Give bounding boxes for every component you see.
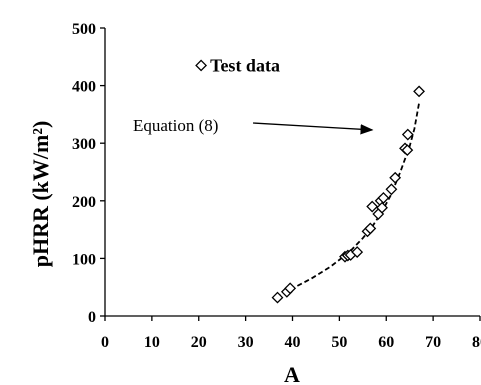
x-tick-label: 10 [144,334,160,351]
x-tick-label: 50 [331,334,347,351]
equation-annotation: Equation (8) [133,116,218,135]
data-point [284,282,297,295]
data-point [271,291,284,304]
y-axis-label: pHRR (kW/m²) [28,121,53,268]
data-point [401,128,414,141]
y-tick-label: 0 [88,309,96,326]
data-point [385,183,398,196]
data-point [376,201,388,214]
data-point [351,246,364,258]
y-tick-label: 200 [72,194,96,211]
data-point [366,200,379,213]
x-tick-label: 0 [101,334,109,351]
y-tick-label: 400 [72,79,96,96]
x-tick-label: 80 [472,334,481,351]
legend-marker [195,59,208,72]
data-point [377,192,390,204]
y-tick-label: 500 [72,21,96,38]
legend-label: Test data [210,55,280,75]
y-tick-label: 300 [72,136,96,153]
x-tick-label: 70 [425,334,441,351]
x-tick-label: 60 [378,334,394,351]
x-tick-label: 40 [285,334,301,351]
x-tick-label: 30 [238,334,254,351]
y-tick-label: 100 [72,251,96,268]
x-tick-label: 20 [191,334,207,351]
equation-curve [275,102,420,298]
data-point [413,85,425,98]
x-axis-label: A [284,362,300,385]
data-point [389,171,402,184]
data-point [364,222,377,235]
annotation-arrow [252,122,374,135]
plot-area: 0 100 200 300 400 500 0 10 20 30 40 50 60 70 80 Test da… [72,21,481,351]
data-point [401,144,414,157]
